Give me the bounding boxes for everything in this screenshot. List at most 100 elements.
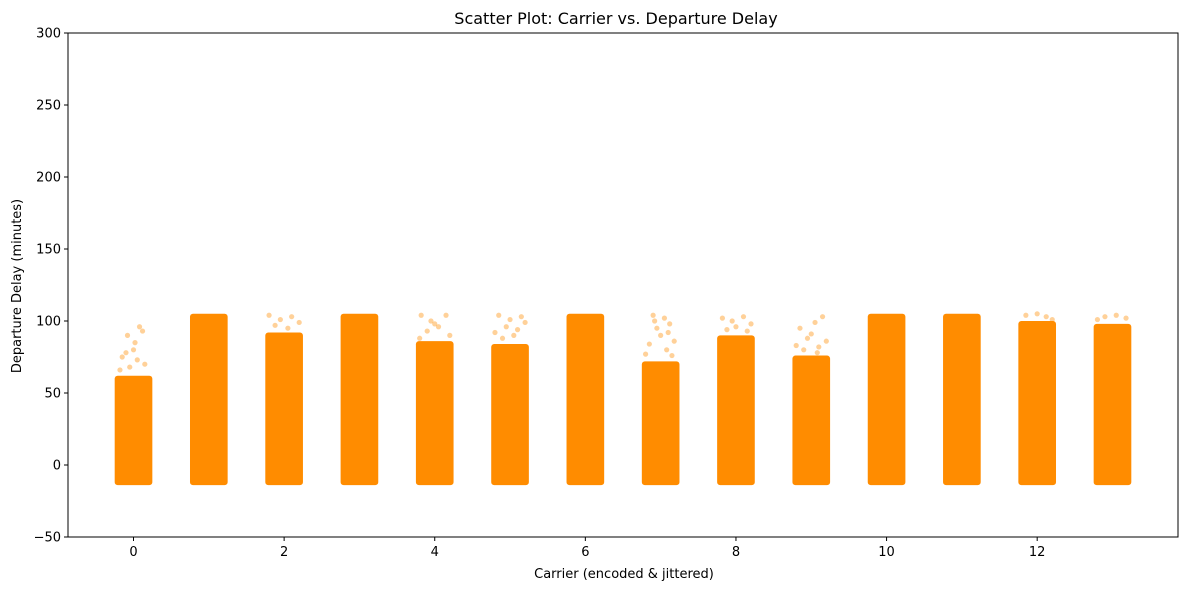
carrier-5-point-2: [518, 314, 524, 320]
carrier-7-cluster: [641, 361, 680, 486]
x-tick-label-10: 10: [878, 545, 895, 560]
carrier-4-cluster: [415, 341, 454, 486]
y-tick-label-250: 250: [36, 99, 61, 114]
carrier-6-cluster: [566, 313, 605, 486]
carrier-8-point-0: [719, 315, 726, 321]
carrier-7-point-11: [652, 318, 658, 324]
carrier-3-cluster: [340, 313, 379, 486]
x-tick-label-2: 2: [280, 545, 288, 560]
y-tick-label-200: 200: [36, 171, 61, 186]
carrier-2-point-3: [296, 319, 302, 326]
carrier-12-point-3: [1049, 316, 1055, 323]
carrier-7-point-9: [669, 352, 675, 359]
carrier-4-point-6: [432, 321, 438, 327]
carrier-0-point-6: [124, 332, 131, 338]
carrier-13-cluster: [1093, 323, 1132, 486]
carrier-1-cluster: [189, 313, 228, 486]
carrier-0-point-1: [123, 350, 129, 356]
carrier-13-point-2: [1123, 315, 1129, 321]
carrier-5-point-8: [499, 335, 506, 341]
carrier-8-point-6: [744, 328, 750, 334]
carrier-13-point-0: [1102, 314, 1108, 320]
carrier-2-point-1: [277, 316, 283, 323]
carrier-12-point-0: [1023, 312, 1029, 318]
carrier-8-point-3: [748, 321, 754, 327]
carrier-9-point-8: [801, 347, 807, 353]
carrier-5-point-5: [514, 327, 521, 333]
carrier-9-point-1: [812, 319, 818, 326]
carrier-9-point-9: [814, 350, 820, 356]
carrier-5-point-6: [492, 329, 498, 336]
carrier-9-point-4: [804, 335, 811, 341]
carrier-5-point-1: [507, 316, 513, 323]
y-tick-label-100: 100: [36, 315, 61, 330]
carrier-7-point-0: [650, 312, 656, 318]
carrier-0-point-3: [134, 357, 140, 363]
carrier-5-point-0: [496, 312, 502, 318]
carrier-12-cluster: [1018, 321, 1057, 486]
x-tick-label-12: 12: [1029, 545, 1046, 560]
carrier-12-point-2: [1043, 314, 1049, 320]
carrier-4-point-3: [443, 312, 449, 318]
x-tick-label-4: 4: [431, 545, 439, 560]
carrier-9-point-2: [819, 314, 826, 320]
carrier-4-point-0: [418, 312, 424, 318]
carrier-2-cluster: [265, 332, 303, 486]
carrier-13-point-1: [1113, 312, 1119, 318]
carrier-13-point-3: [1094, 316, 1101, 323]
y-tick-label-300: 300: [36, 27, 61, 42]
carrier-0-point-4: [127, 364, 133, 370]
carrier-2-point-0: [266, 312, 272, 318]
y-tick-label-50: 50: [44, 387, 61, 402]
carrier-4-point-2: [435, 324, 442, 330]
carrier-2-point-4: [272, 322, 278, 328]
carrier-11-cluster: [943, 313, 981, 486]
carrier-0-point-0: [119, 354, 125, 360]
carrier-4-point-1: [428, 318, 434, 324]
carrier-8-point-5: [724, 327, 730, 333]
carrier-8-point-2: [740, 314, 747, 320]
carrier-4-point-4: [424, 328, 430, 334]
carrier-8-point-4: [733, 324, 739, 330]
carrier-7-point-8: [642, 351, 649, 357]
y-axis-label: Departure Delay (minutes): [10, 199, 25, 373]
carrier-5-point-7: [511, 332, 517, 338]
carrier-7-point-4: [658, 332, 664, 338]
carrier-2-point-5: [285, 325, 291, 331]
carrier-5-point-3: [522, 319, 528, 326]
x-axis-label: Carrier (encoded & jittered): [534, 567, 714, 582]
carrier-10-cluster: [867, 313, 906, 486]
x-tick-label-6: 6: [581, 545, 589, 560]
carrier-0-point-9: [142, 361, 148, 367]
carrier-5-cluster: [491, 344, 529, 486]
carrier-9-point-7: [816, 344, 822, 350]
carrier-7-point-3: [654, 325, 660, 331]
carrier-0-point-10: [117, 367, 123, 373]
carrier-7-point-1: [661, 315, 668, 321]
carrier-7-point-2: [667, 321, 673, 327]
carrier-4-point-5: [447, 332, 453, 338]
carrier-0-point-8: [136, 324, 143, 330]
y-tick-label-0: 0: [53, 459, 61, 474]
carrier-7-point-10: [665, 329, 671, 336]
carrier-2-point-2: [289, 314, 295, 320]
carrier-0-point-7: [139, 328, 146, 334]
carrier-4-point-7: [417, 335, 423, 341]
carrier-9-point-6: [793, 342, 799, 349]
carrier-0-cluster: [114, 375, 153, 486]
carrier-9-point-5: [823, 338, 829, 344]
carrier-9-point-0: [797, 325, 803, 331]
carrier-9-cluster: [792, 355, 831, 486]
carrier-7-point-6: [646, 341, 652, 347]
scatter-points: [114, 311, 1132, 486]
y-tick-label--50: −50: [34, 531, 61, 546]
carrier-0-point-2: [130, 347, 137, 353]
x-tick-label-8: 8: [732, 545, 740, 560]
carrier-7-point-7: [664, 347, 670, 353]
plot-frame: [67, 32, 1179, 538]
carrier-0-point-5: [132, 340, 138, 346]
x-tick-label-0: 0: [129, 545, 137, 560]
carrier-12-point-1: [1034, 311, 1040, 317]
carrier-7-point-5: [671, 338, 677, 344]
